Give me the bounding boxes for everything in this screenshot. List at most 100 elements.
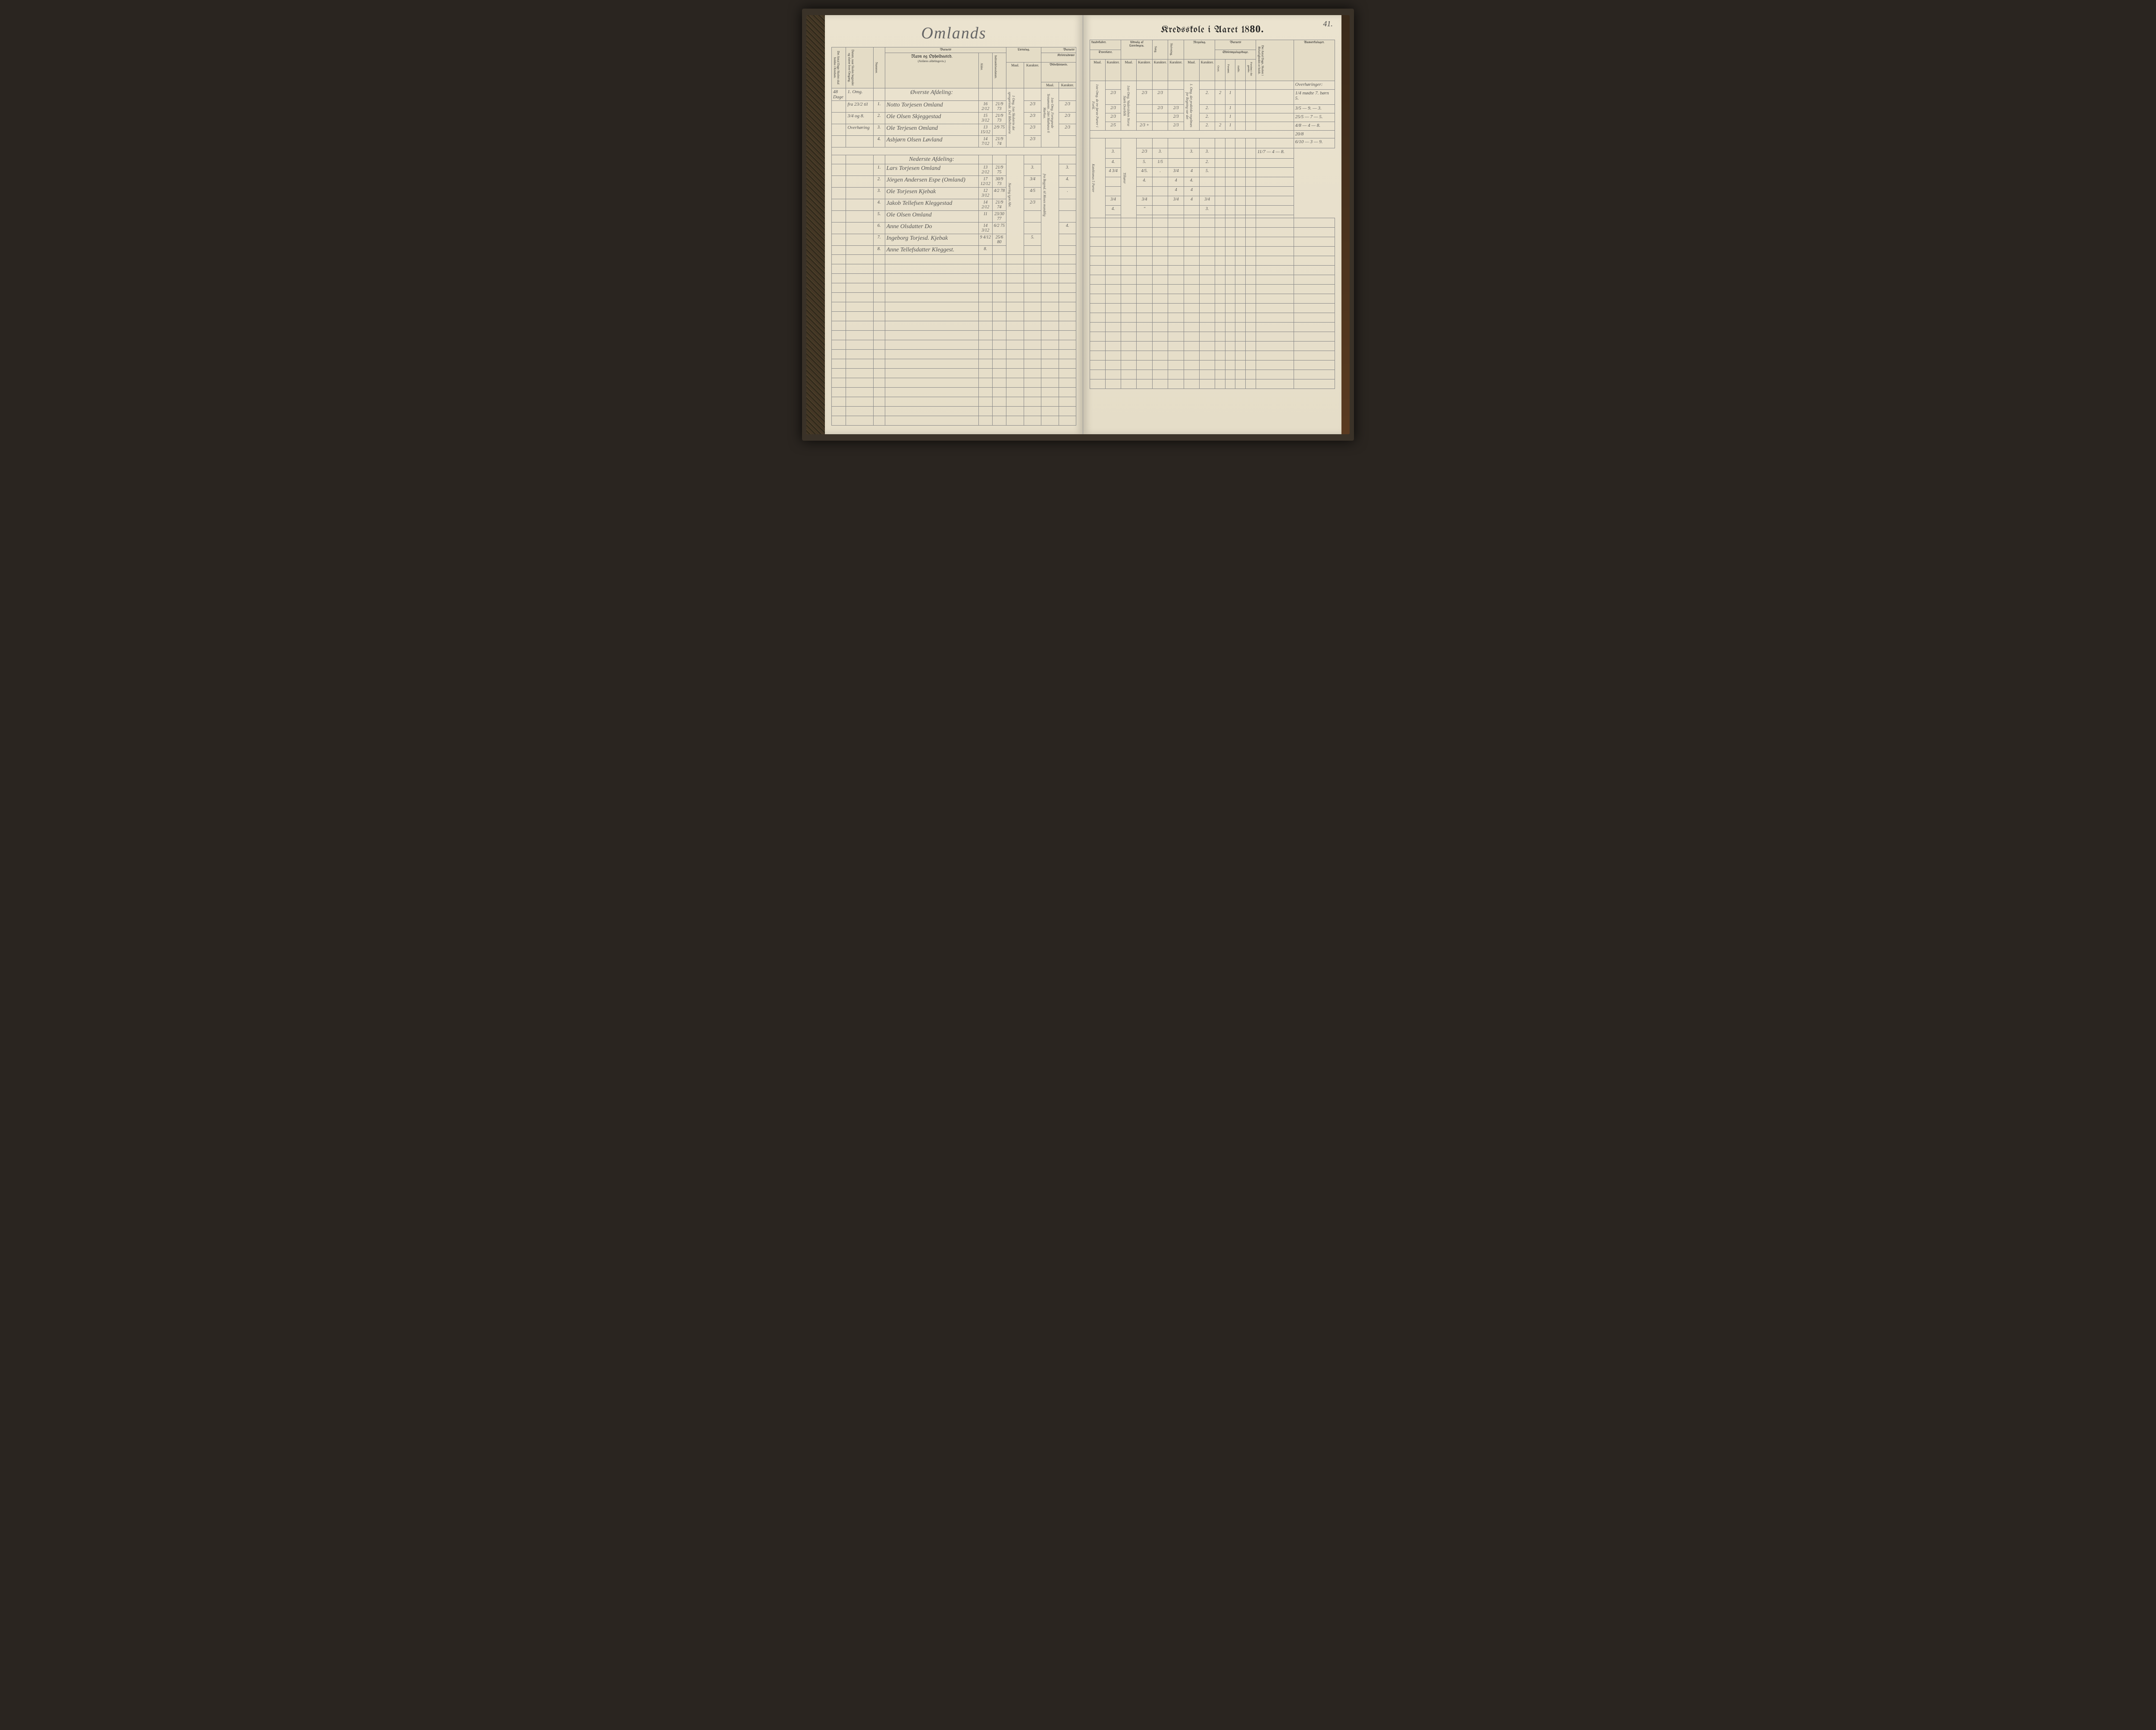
student-name: Anne Tellefsdatter Kleggest.: [885, 246, 978, 255]
empty-row: [1090, 275, 1335, 285]
right-page: 41. Kredsskole i Aaret 1880. kundskaber.…: [1083, 15, 1341, 434]
margin-reg: 1. Omg. det praktiske regelmæs for Regni…: [1185, 82, 1193, 129]
student-name: Ole Torjesen Kjebak: [885, 188, 978, 199]
empty-row: [1090, 256, 1335, 266]
empty-row: [832, 397, 1076, 407]
empty-row: [832, 255, 1076, 264]
empty-row: [1090, 294, 1335, 304]
h-anm: Anmærkninger.: [1294, 40, 1335, 81]
right-title-year: 80.: [1250, 24, 1264, 35]
empty-row: [1090, 266, 1335, 275]
student-row: 6. Anne Olsdatter Do 14 3/12 6/2 75 4.: [832, 223, 1076, 234]
empty-row: [1090, 247, 1335, 256]
h-laes: Læsning.: [1006, 47, 1041, 63]
empty-row: [832, 264, 1076, 274]
student-name: Asbjørn Olsen Løvland: [885, 136, 978, 147]
empty-row: [832, 312, 1076, 321]
empty-row: [832, 321, 1076, 331]
empty-row: [832, 407, 1076, 416]
empty-row: [1090, 332, 1335, 342]
marble-edge-right: [1341, 15, 1350, 434]
empty-row: [832, 274, 1076, 283]
remark-line: 25/5 — 7 — 5.: [1294, 113, 1335, 122]
student-name: Jakob Tellefsen Kleggestad: [885, 199, 978, 211]
margin-troes: 1ste Omg. de tre første Parter i Forkl.: [1091, 82, 1099, 129]
remark-line: 1/4 mødte 7. børn 5.: [1294, 90, 1335, 104]
h-maal4: Maal.: [1121, 60, 1137, 81]
page-number: 41.: [1323, 19, 1333, 28]
h-kar5: Karakter.: [1152, 60, 1168, 81]
left-page: Omlands Det Antal Dage Skolen skal holde…: [825, 15, 1083, 434]
h-troes: Troeslære.: [1090, 50, 1121, 60]
section2-head: Nederste Afdeling:: [885, 155, 978, 164]
empty-row: [1090, 342, 1335, 351]
marble-edge-left: [806, 15, 825, 434]
student-row: 7. Ingeborg Torjesd. Kjebak 9 4/12 25/6 …: [832, 234, 1076, 246]
right-title-prefix: Kredsskole i Aaret 18: [1161, 25, 1250, 35]
h-bibel: Bibelhistorie.: [1041, 62, 1076, 82]
h-maal3: Maal.: [1090, 60, 1105, 81]
h-num: Nummer.: [875, 48, 878, 87]
student-row: 5. Ole Olsen Omland 11 23/30 77: [832, 211, 1076, 223]
h-days: Det Antal Dage Skolen skal holdes i Kred…: [833, 48, 840, 87]
h-kar4: Karakter.: [1137, 60, 1153, 81]
h-alder: Alder.: [980, 54, 984, 80]
side-omg: 1. Omg.: [846, 88, 873, 101]
empty-row: [832, 359, 1076, 369]
left-ledger-table: Det Antal Dage Skolen skal holdes i Kred…: [831, 47, 1076, 426]
student-row: 3/4 og 8. 2. Ole Olsen Skjeggestad 15 3/…: [832, 113, 1076, 124]
student-row: 4. Asbjørn Olsen Løvland 14 7/12 21/9 74…: [832, 136, 1076, 147]
side-days: 48 Dage: [832, 88, 846, 101]
empty-row: [1090, 323, 1335, 332]
h-kar6: Karakter.: [1168, 60, 1184, 81]
remarks-head: Overhøringer:: [1294, 81, 1335, 90]
h-navn: Navn og Opholdssted.: [911, 54, 953, 59]
section1-head: Øverste Afdeling:: [885, 88, 978, 101]
empty-row: [1090, 237, 1335, 247]
h-kar1: Karakter.: [1024, 62, 1041, 88]
empty-row: [832, 340, 1076, 350]
student-row: 4. Jakob Tellefsen Kleggestad 14 2/12 21…: [832, 199, 1076, 211]
remark-line: 4/8 — 4 — 8.: [1294, 122, 1335, 130]
student-row: 3. Ole Torjesen Kjebak 12 3/12 4/2 78 4/…: [832, 188, 1076, 199]
h-udv: Udvalg af Læsebogen.: [1121, 40, 1152, 60]
h-barnets3: Barnets: [1215, 40, 1256, 50]
h-kar3: Karakter.: [1105, 60, 1121, 81]
h-kar7: Karakter.: [1199, 60, 1215, 81]
empty-row: [1090, 228, 1335, 237]
empty-row: [832, 350, 1076, 359]
h-kund: kundskaber.: [1090, 40, 1121, 50]
empty-row: [1090, 304, 1335, 313]
h-navn-sub: (Anføres afdelingsvis.): [918, 60, 946, 63]
student-name: Ole Olsen Omland: [885, 211, 978, 223]
h-maal1: Maal.: [1006, 62, 1024, 88]
student-row: fra 23/2 til 1. Notto Torjesen Omland 16…: [832, 101, 1076, 113]
student-row: 1. Lars Torjesen Omland 13 2/12 21/9 75 …: [832, 164, 1076, 176]
h-indtr: Indtrædelsesdatum.: [994, 54, 997, 80]
student-name: Anne Olsdatter Do: [885, 223, 978, 234]
empty-row: [832, 378, 1076, 388]
student-name: Ingeborg Torjesd. Kjebak: [885, 234, 978, 246]
empty-row: [832, 331, 1076, 340]
h-skriv: Skrivning.: [1169, 41, 1173, 58]
right-ledger-table: kundskaber. Udvalg af Læsebogen. Sang. S…: [1090, 40, 1335, 389]
h-skole: Skolesøgningsdage.: [1215, 50, 1256, 60]
book-spread: Omlands Det Antal Dage Skolen skal holde…: [802, 9, 1354, 441]
h-dates: Datum, naar Skolen begynder og slutter h…: [847, 48, 854, 87]
empty-row: [1090, 370, 1335, 379]
student-name: Ole Olsen Skjeggestad: [885, 113, 978, 124]
student-row: Overhøring 3. Ole Terjesen Omland 13 15/…: [832, 124, 1076, 136]
h-maal2: Maal.: [1041, 82, 1059, 88]
margin-note-laes: 1 Omg. 1ste Skoletrin det sprogartede. D…: [1008, 89, 1015, 137]
h-maal5: Maal.: [1184, 60, 1199, 81]
empty-row: [1090, 379, 1335, 389]
empty-row: [832, 302, 1076, 312]
remark-line: 3/5 — 9. — 3.: [1294, 104, 1335, 113]
empty-row: [832, 369, 1076, 378]
empty-row: [832, 388, 1076, 397]
h-barnets: Barnets: [885, 47, 1006, 53]
empty-row: [1090, 351, 1335, 360]
student-name: Notto Torjesen Omland: [885, 101, 978, 113]
margin-note-bib: 1ste Omg. Fortegnede Testamente. 2det Ma…: [1043, 89, 1054, 137]
student-name: Ole Terjesen Omland: [885, 124, 978, 136]
